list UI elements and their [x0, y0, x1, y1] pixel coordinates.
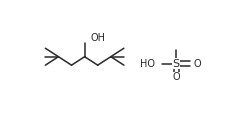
Text: S: S	[173, 59, 180, 69]
Text: HO: HO	[140, 59, 155, 69]
Text: OH: OH	[90, 33, 105, 43]
Text: O: O	[172, 72, 180, 82]
Text: O: O	[194, 59, 202, 69]
